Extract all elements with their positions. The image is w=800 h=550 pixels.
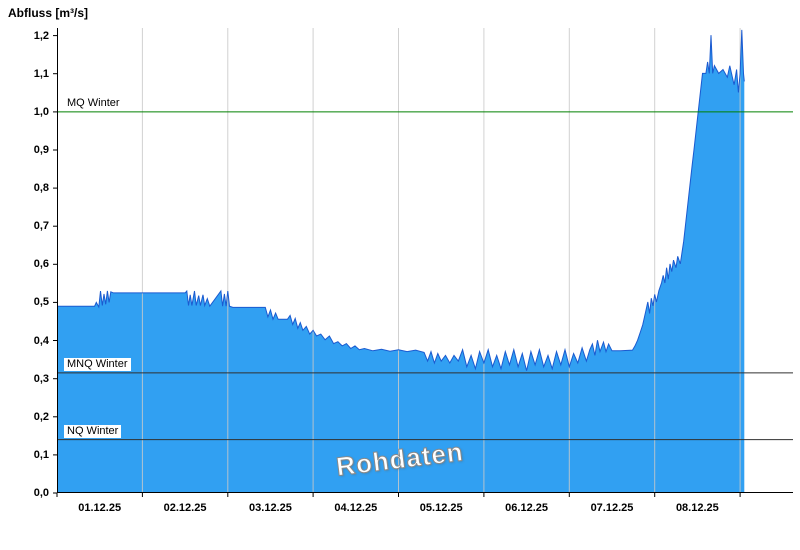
x-tick-label: 03.12.25 (249, 502, 292, 514)
y-tick-label: 0,4 (33, 334, 49, 347)
y-tick-label: 1,1 (33, 67, 49, 80)
x-tick-label: 02.12.25 (163, 502, 207, 514)
x-tick-label: 01.12.25 (78, 502, 122, 514)
y-tick-label: 1,2 (33, 29, 49, 42)
y-tick-label: 0,2 (33, 410, 49, 423)
x-tick-label: 08.12.25 (675, 502, 719, 514)
y-tick-label: 0,5 (33, 296, 49, 309)
y-tick-label: 0,8 (33, 182, 49, 195)
y-tick-label: 0,7 (33, 220, 49, 233)
discharge-area (57, 29, 745, 494)
x-tick-label: 04.12.25 (334, 502, 378, 514)
chart-title: Abfluss [m³/s] (8, 6, 89, 20)
ref-line-label-mnq-winter: MNQ Winter (64, 357, 131, 371)
y-tick-label: 0,9 (33, 143, 49, 156)
x-tick-label: 07.12.25 (590, 502, 634, 514)
y-tick-label: 0,1 (33, 448, 49, 461)
x-tick-label: 06.12.25 (505, 502, 548, 514)
x-tick-label: 05.12.25 (419, 502, 463, 514)
y-tick-label: 1,0 (33, 105, 49, 118)
y-tick-label: 0,0 (33, 487, 49, 499)
y-tick-label: 0,3 (33, 372, 49, 385)
chart-plot-svg (53, 28, 793, 497)
y-tick-label: 0,6 (33, 258, 49, 271)
ref-line-label-mq-winter: MQ Winter (64, 96, 123, 110)
ref-line-label-nq-winter: NQ Winter (64, 424, 122, 438)
discharge-line (57, 29, 745, 371)
